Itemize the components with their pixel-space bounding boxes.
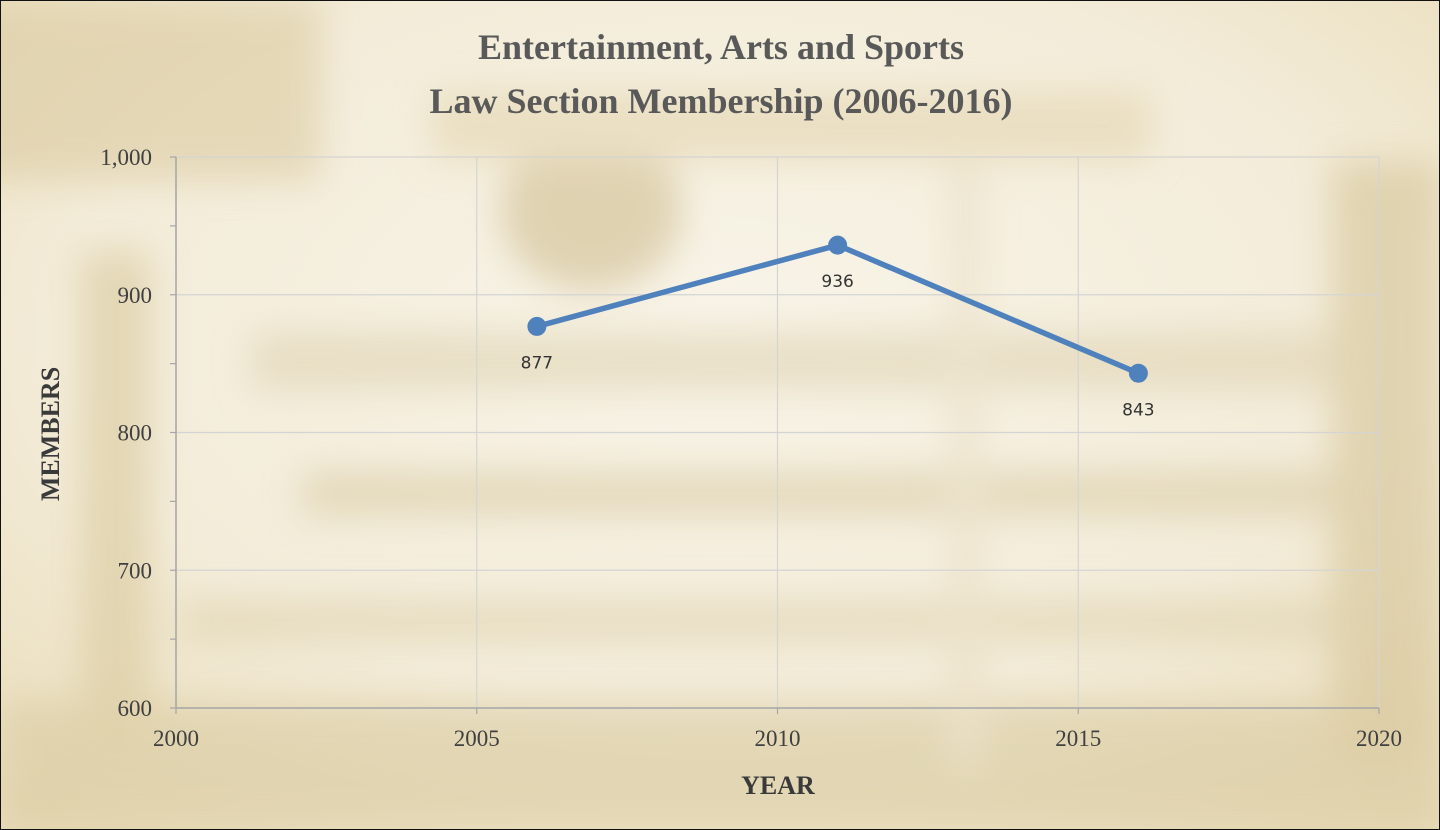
y-tick-label: 800 [118,421,153,446]
data-series [527,235,1148,383]
data-label: 877 [521,353,553,373]
data-labels: 877 936 843 [521,272,1155,420]
y-tick-label: 1,000 [100,145,152,170]
y-tick-label: 600 [118,696,153,721]
chart-title: Entertainment, Arts and Sports Law Secti… [430,27,1013,121]
x-tick-label: 2015 [1055,726,1101,751]
tick-labels: 600 700 800 900 1,000 2000 2005 2010 2015 2020 [100,145,1402,751]
y-tick-label: 900 [118,283,153,308]
chart-title-line-1: Entertainment, Arts and Sports [478,27,964,67]
y-tick-label: 700 [118,558,153,583]
data-label: 843 [1122,400,1154,420]
chart-title-line-2: Law Section Membership (2006-2016) [430,81,1013,121]
axes [170,156,1380,714]
data-point [527,316,547,336]
x-tick-label: 2020 [1356,726,1402,751]
data-point [1128,363,1148,383]
data-point [828,235,848,255]
x-tick-label: 2005 [454,726,500,751]
x-tick-label: 2000 [153,726,199,751]
x-axis-title: YEAR [741,771,815,800]
y-axis-title: MEMBERS [36,367,65,501]
data-label: 936 [821,272,853,292]
x-tick-label: 2010 [755,726,801,751]
